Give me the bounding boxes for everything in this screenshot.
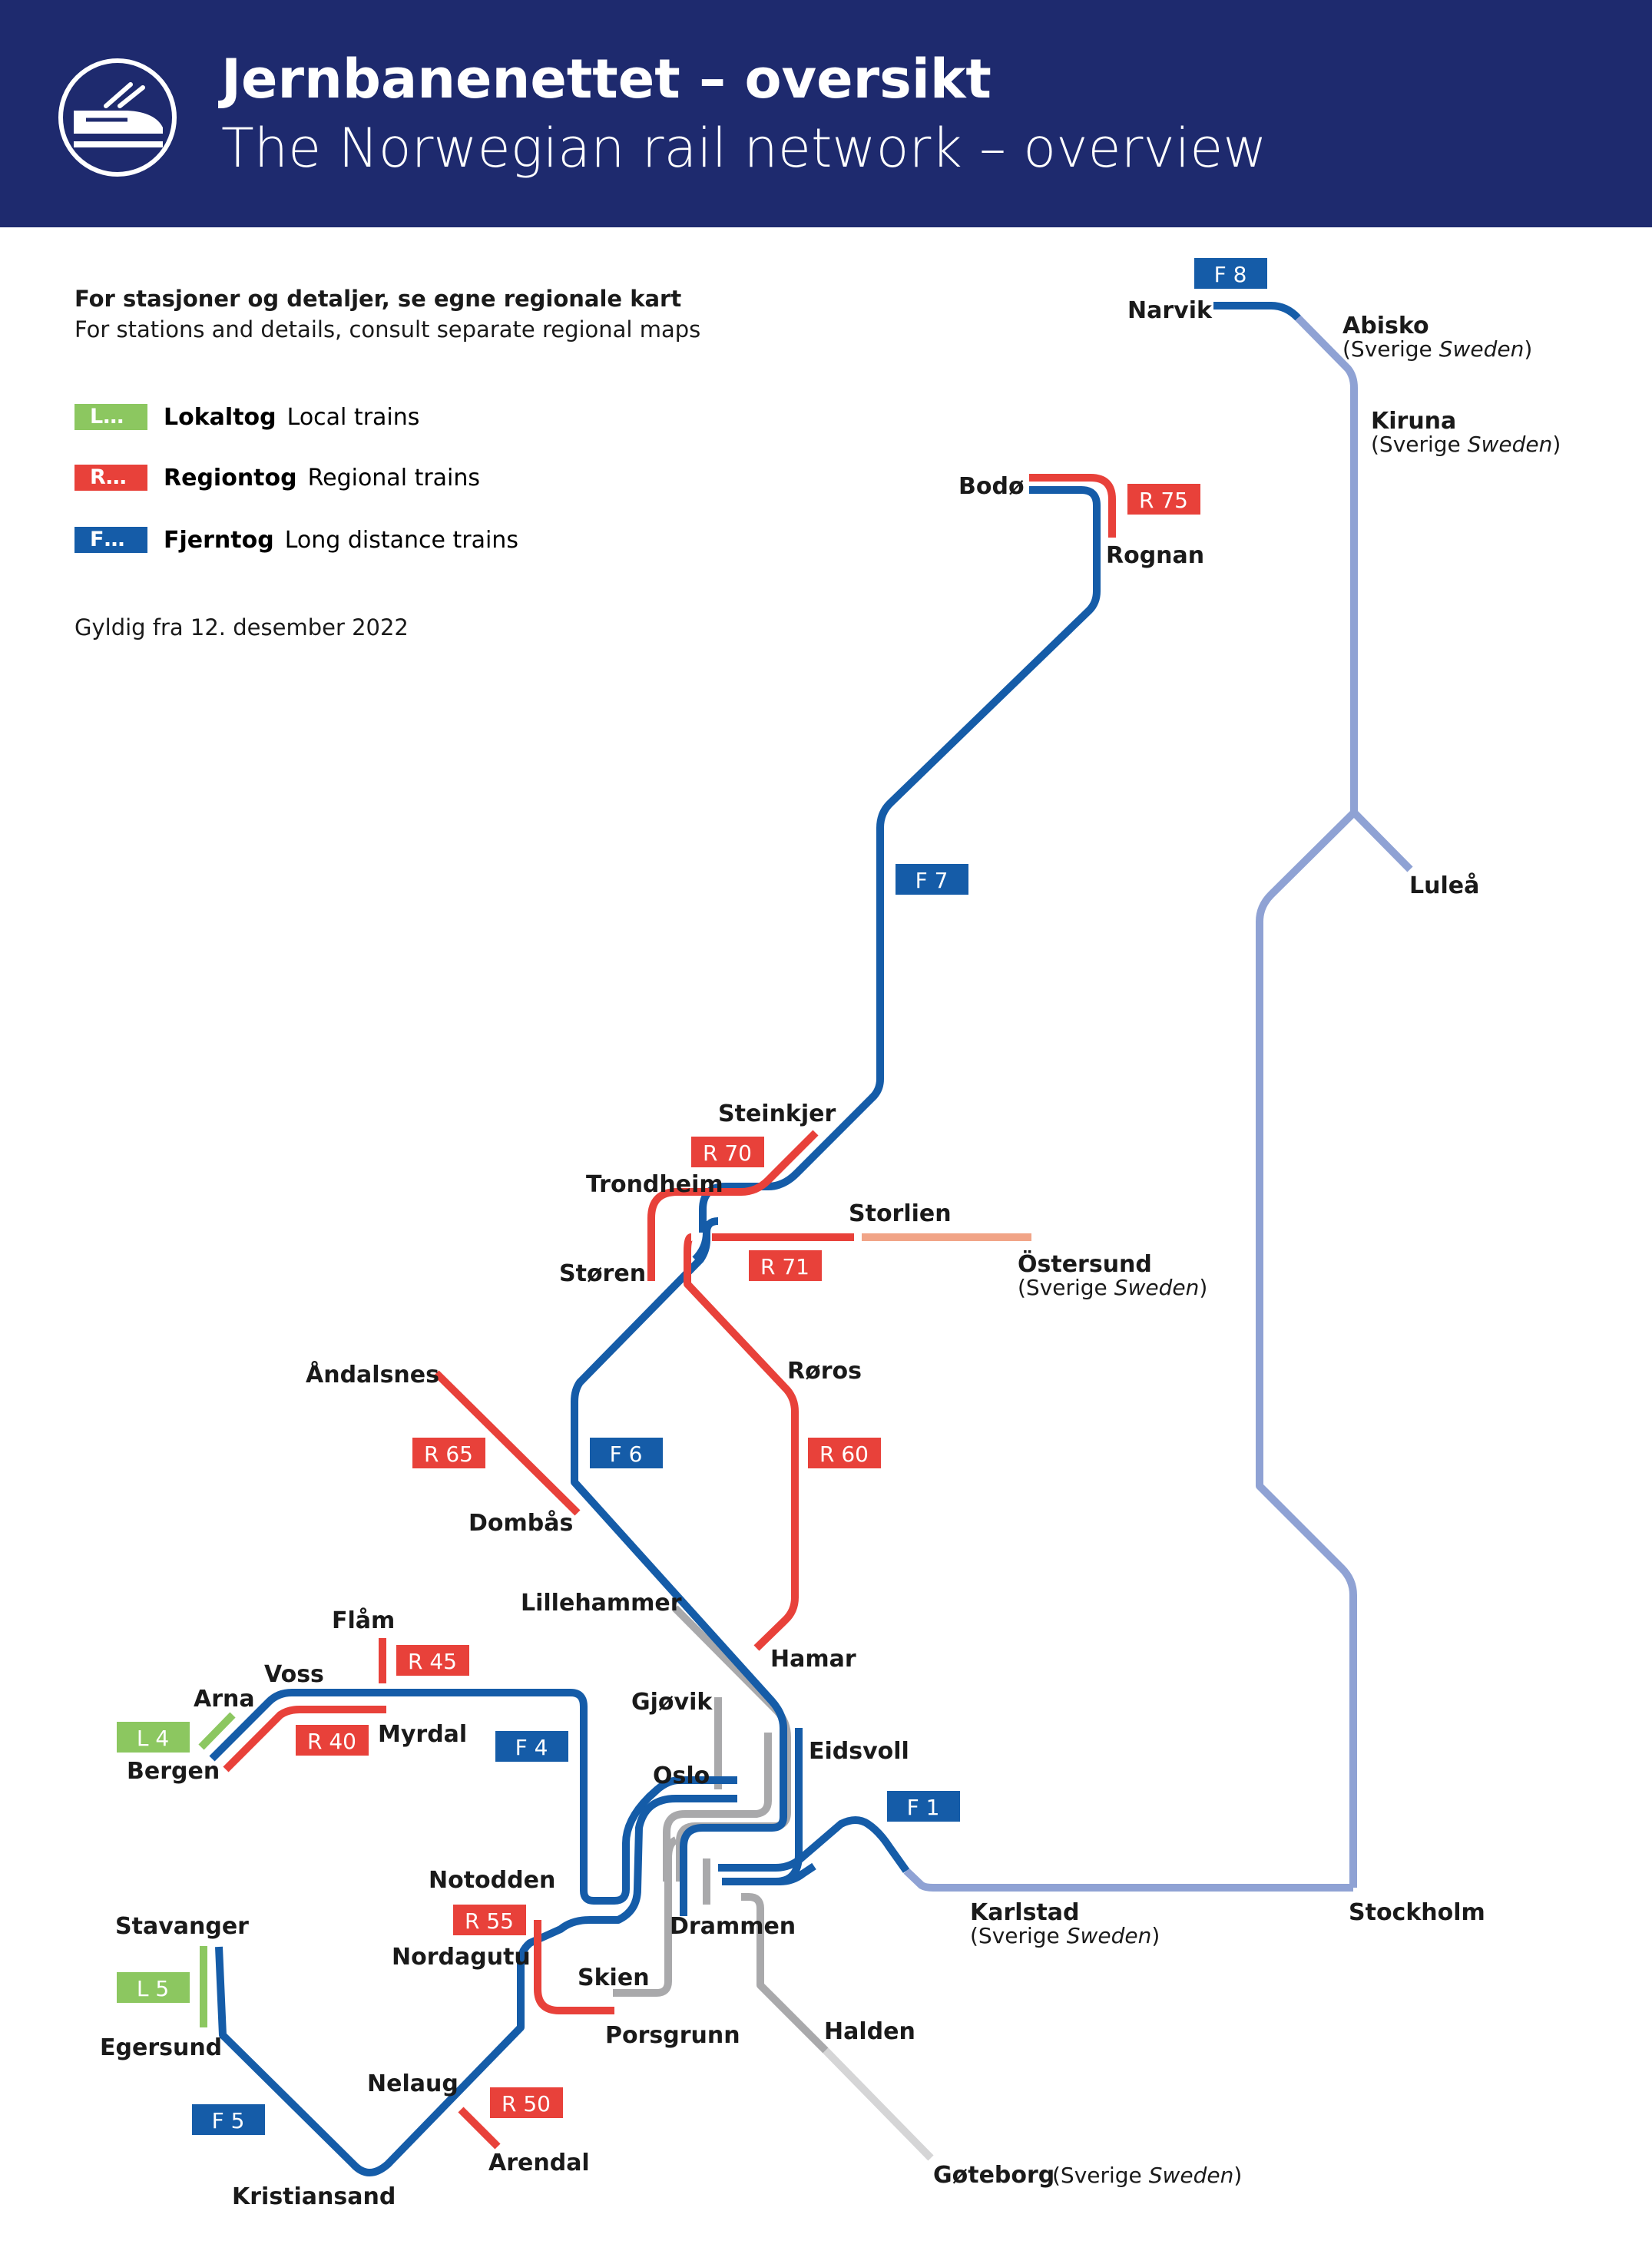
- line-f7: [699, 486, 1101, 1233]
- station-kristiansand: Kristiansand: [232, 2183, 396, 2210]
- title-norwegian: Jernbanenettet – oversikt: [221, 48, 992, 111]
- line-r75: [1029, 474, 1116, 538]
- station-lulea: Luleå: [1409, 872, 1479, 899]
- station-hamar: Hamar: [770, 1646, 856, 1673]
- legend-label-en: Local trains: [286, 404, 420, 431]
- route-chip-r50: R 50: [502, 2091, 551, 2117]
- legend-label-no: Lokaltog: [164, 404, 276, 431]
- line-f6-oslo-tail: [775, 1728, 803, 1885]
- sweden-note-goteborg: (Sverige Sweden): [1052, 2163, 1242, 2188]
- note-norwegian: For stasjoner og detaljer, se egne regio…: [74, 286, 682, 312]
- route-chip-r40: R 40: [307, 1729, 356, 1754]
- validity-text: Gyldig fra 12. desember 2022: [74, 614, 409, 640]
- line-oslo-halden: [741, 1893, 829, 2054]
- sweden-note-karlstad: (Sverige Sweden): [970, 1923, 1160, 1948]
- route-chip-f6: F 6: [610, 1441, 643, 1467]
- station-nelaug: Nelaug: [367, 2070, 459, 2097]
- route-chip-r71: R 71: [760, 1254, 809, 1279]
- route-chip-f4: F 4: [515, 1735, 548, 1760]
- legend-label-no: Regiontog: [164, 465, 297, 492]
- note-english: For stations and details, consult separa…: [74, 316, 701, 343]
- line-lulea-branch: [1351, 809, 1413, 872]
- line-r60: [684, 1233, 799, 1651]
- station-skien: Skien: [578, 1964, 650, 1991]
- line-r70: [647, 1130, 819, 1281]
- station-stavanger: Stavanger: [115, 1913, 249, 1940]
- route-chip-l5: L 5: [137, 1976, 169, 2001]
- legend-label-no: Fjerntog: [164, 527, 274, 554]
- station-goteborg: Gøteborg: [933, 2162, 1054, 2189]
- line-f4: [209, 1689, 737, 1905]
- legend-label-en: Long distance trains: [284, 527, 518, 554]
- line-l4: [198, 1712, 236, 1750]
- route-chip-r65: R 65: [424, 1441, 473, 1467]
- line-eidsvoll-oslo: [663, 1733, 772, 1882]
- station-karlstad: Karlstad: [970, 1899, 1080, 1926]
- route-chip-r60: R 60: [819, 1441, 869, 1467]
- line-f8: [1213, 302, 1301, 321]
- line-oslo-west: [215, 1795, 737, 2176]
- route-chip-l4: L 4: [137, 1726, 169, 1751]
- route-chip-r75: R 75: [1139, 488, 1188, 513]
- station-trondheim: Trondheim: [586, 1171, 723, 1198]
- line-halden-goteborg: [823, 2047, 934, 2161]
- sweden-note-abisko: (Sverige Sweden): [1342, 336, 1532, 362]
- station-flam: Flåm: [332, 1607, 395, 1634]
- legend-chip-local: L…: [74, 404, 147, 430]
- route-chip-r70: R 70: [703, 1140, 752, 1166]
- sweden-note-ostersund: (Sverige Sweden): [1018, 1275, 1207, 1300]
- station-stockholm: Stockholm: [1349, 1899, 1485, 1926]
- station-ostersund: Östersund: [1018, 1249, 1152, 1278]
- station-myrdal: Myrdal: [378, 1721, 467, 1748]
- line-f6-trondheim: [692, 1221, 710, 1263]
- route-chip-r55: R 55: [465, 1908, 514, 1934]
- route-chip-f7: F 7: [915, 868, 948, 893]
- station-roros: Røros: [787, 1358, 862, 1385]
- train-icon: [58, 58, 177, 177]
- station-drammen: Drammen: [670, 1913, 796, 1940]
- station-bergen: Bergen: [127, 1758, 220, 1785]
- line-f1: [718, 1816, 910, 1873]
- sweden-note-kiruna: (Sverige Sweden): [1371, 432, 1561, 457]
- station-steinkjer: Steinkjer: [718, 1101, 836, 1127]
- route-chip-f5: F 5: [212, 2108, 245, 2133]
- station-storlien: Storlien: [849, 1200, 952, 1227]
- station-porsgrunn: Porsgrunn: [605, 2022, 740, 2049]
- station-rognan: Rognan: [1106, 542, 1204, 569]
- route-chip-f1: F 1: [907, 1795, 940, 1820]
- station-lillehammer: Lillehammer: [521, 1590, 682, 1617]
- title-english: The Norwegian rail network – overview: [221, 117, 1267, 180]
- line-r40: [223, 1706, 386, 1772]
- legend-label-en: Regional trains: [307, 465, 481, 492]
- station-arna: Arna: [194, 1686, 255, 1713]
- station-egersund: Egersund: [100, 2034, 222, 2061]
- station-eidsvoll: Eidsvoll: [809, 1738, 909, 1765]
- station-andalsnes: Åndalsnes: [306, 1360, 439, 1388]
- station-narvik: Narvik: [1127, 297, 1213, 324]
- station-gjovik: Gjøvik: [631, 1689, 713, 1716]
- line-r50: [458, 2107, 501, 2150]
- line-r55: [534, 1920, 614, 2014]
- route-chip-f8: F 8: [1214, 262, 1247, 287]
- station-kiruna: Kiruna: [1371, 408, 1456, 435]
- station-storen: Støren: [559, 1260, 646, 1287]
- line-narvik-stockholm: [1256, 315, 1358, 1888]
- station-bodo: Bodø: [958, 473, 1025, 500]
- route-chip-r45: R 45: [408, 1649, 457, 1674]
- station-oslo: Oslo: [653, 1762, 710, 1789]
- line-r65: [433, 1370, 581, 1516]
- line-karlstad-stockholm: [903, 1868, 1353, 1892]
- legend-chip-regional: R…: [74, 465, 147, 491]
- station-notodden: Notodden: [429, 1867, 555, 1894]
- station-dombas: Dombås: [468, 1509, 573, 1537]
- station-nordagutu: Nordagutu: [392, 1944, 531, 1971]
- legend-chip-long-distance: F…: [74, 527, 147, 553]
- station-voss: Voss: [264, 1661, 324, 1688]
- header-banner: Jernbanenettet – oversikt The Norwegian …: [0, 0, 1652, 227]
- line-drammen-skien: [613, 1836, 678, 1997]
- station-halden: Halden: [824, 2018, 915, 2045]
- station-arendal: Arendal: [488, 2150, 590, 2176]
- station-abisko: Abisko: [1342, 313, 1429, 339]
